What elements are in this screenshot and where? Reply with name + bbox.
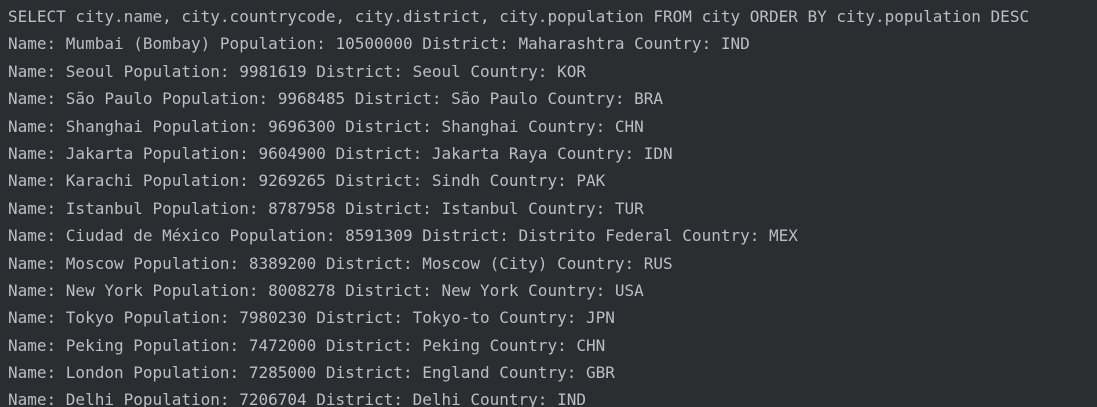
output-line: Name: Peking Population: 7472000 Distric… [8, 335, 606, 355]
output-line: Name: Moscow Population: 8389200 Distric… [8, 253, 673, 273]
output-line: Name: Istanbul Population: 8787958 Distr… [8, 198, 644, 218]
output-line: Name: São Paulo Population: 9968485 Dist… [8, 89, 664, 109]
output-line: Name: Seoul Population: 9981619 District… [8, 61, 586, 81]
output-line: Name: Jakarta Population: 9604900 Distri… [8, 143, 673, 163]
output-line: Name: Tokyo Population: 7980230 District… [8, 308, 615, 328]
output-line: Name: Karachi Population: 9269265 Distri… [8, 171, 606, 191]
output-line: Name: Ciudad de México Population: 85913… [8, 226, 798, 246]
output-line: Name: Delhi Population: 7206704 District… [8, 390, 586, 407]
output-line: Name: Shanghai Population: 9696300 Distr… [8, 116, 644, 136]
sql-query-line: SELECT city.name, city.countrycode, city… [8, 7, 1030, 26]
output-line: Name: Mumbai (Bombay) Population: 105000… [8, 34, 750, 54]
output-line: Name: London Population: 7285000 Distric… [8, 363, 615, 383]
output-line: Name: New York Population: 8008278 Distr… [8, 280, 644, 300]
